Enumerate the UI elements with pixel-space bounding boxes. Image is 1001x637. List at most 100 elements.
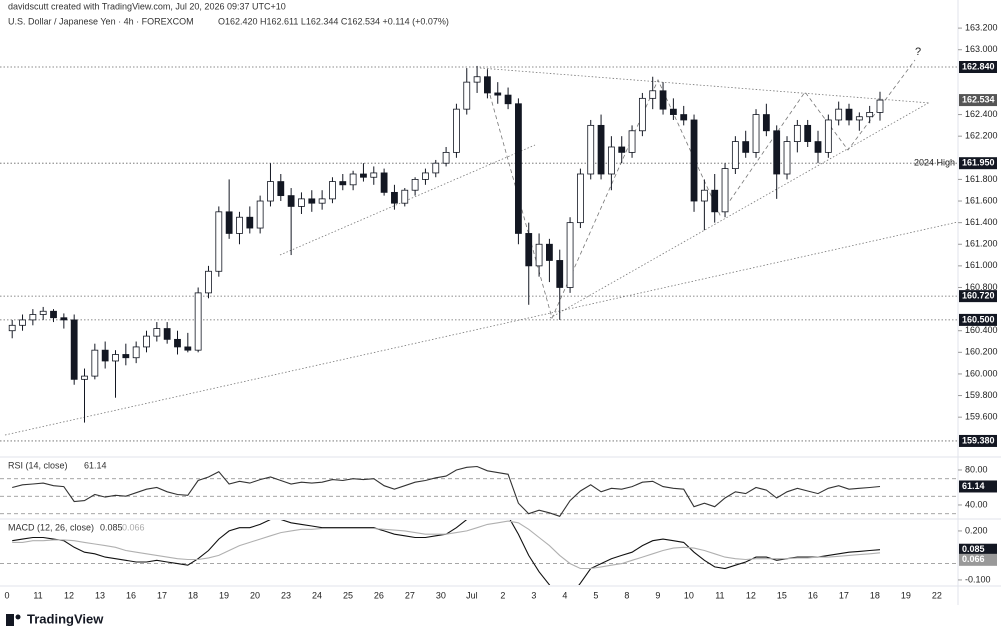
y-tick-label: 80.00 [965,464,988,474]
x-tick-label: 30 [436,590,446,600]
ohlc: O162.420 H162.611 L162.344 C162.534 +0.1… [218,16,449,26]
x-tick-label: 12 [64,590,74,600]
candle-body [215,211,223,272]
candle-body [783,141,791,175]
zigzag [489,59,916,320]
macd-label: 0.085 [962,544,985,554]
x-tick-label: 13 [95,590,105,600]
y-tick-label: 159.600 [965,412,998,422]
y-tick-label: 161.800 [965,174,998,184]
macd-value: 0.085 [100,522,123,532]
rsi-title: RSI (14, close) [8,460,68,470]
price-label: 162.534 [962,94,995,104]
candle-body [866,111,874,118]
candle-body [669,108,677,115]
creator: davidscutt created with TradingView.com,… [8,1,286,11]
candle-body [515,103,522,234]
level-label: 160.500 [962,314,995,324]
x-tick-label: 25 [343,590,353,600]
candle-body [638,97,646,132]
candle-body [8,324,16,332]
level-label: 162.840 [962,61,995,71]
y-tick-label: 163.200 [965,22,998,32]
series-line [12,520,881,570]
candle-body [742,141,750,153]
x-tick-label: 27 [405,590,415,600]
level-name: 2024 High [914,158,955,168]
rsi-value: 61.14 [84,460,107,470]
level-label-bg [959,290,997,303]
candle-body [318,198,326,204]
x-tick-label: 26 [374,590,384,600]
level-label-bg [959,157,997,170]
x-tick-label: 4 [562,590,567,600]
x-tick-label: 8 [624,590,629,600]
candle-body [473,76,481,83]
x-tick-label: 17 [157,590,167,600]
candle-body [339,181,347,186]
trendline [479,67,931,104]
level-label: 161.950 [962,158,995,168]
candle-body [680,114,688,121]
x-tick-label: 5 [593,590,598,600]
x-tick-label: 16 [126,590,136,600]
candle-body [700,189,708,202]
candle-body [194,292,202,351]
x-tick-label: Jul [466,590,478,600]
y-tick-label: 160.000 [965,368,998,378]
level-label-bg [959,61,997,74]
candle-body [370,172,378,178]
x-tick-label: 24 [312,590,322,600]
candle-body [122,354,130,359]
macd-title: MACD (12, 26, close) [8,522,94,532]
candle-body [494,92,502,96]
candle-body [19,319,26,326]
x-tick-label: 20 [250,590,260,600]
price-label-bg [959,94,997,107]
candle-body [690,119,698,202]
candle-body [287,195,295,207]
candle-body [205,270,212,294]
x-tick-label: 11 [33,590,42,600]
candle-body [50,310,57,319]
pane-borders [0,0,1001,605]
x-tick-label: 3 [531,590,536,600]
candle-body [845,108,853,121]
candle-body [814,141,822,153]
candle-body [824,119,832,153]
candle-body [163,328,171,340]
y-tick-label: 0.200 [965,525,988,535]
candle-body [793,124,801,142]
candle-body [773,130,781,175]
candle-body [855,116,863,121]
candle-body [463,81,471,110]
candle-body [504,94,512,105]
candle-body [556,260,564,288]
x-tick-label: 0 [5,590,10,600]
candle-body [349,173,357,186]
y-tick-label: 160.200 [965,347,998,357]
candle-body [39,310,47,315]
candle-body [70,319,78,380]
candle-body [236,216,243,234]
trendline [4,221,959,436]
x-tick-label: 23 [281,590,291,600]
logo-icon [15,614,21,620]
candle-body [546,243,553,261]
signal-value: 0.066 [122,522,145,532]
candle-body [143,335,150,348]
candle-body [174,338,181,348]
x-tick-label: 18 [870,590,880,600]
candle-body [81,375,88,380]
x-tick-label: 18 [188,590,198,600]
candle-body [535,243,543,267]
signal-label: 0.066 [962,554,985,564]
y-tick-label: 40.00 [965,499,988,509]
candle-body [566,222,574,288]
x-tick-label: 15 [777,590,787,600]
candle-body [132,346,140,359]
candle-body [184,346,192,351]
signal-label-bg [959,553,997,566]
candle-body [422,172,429,180]
